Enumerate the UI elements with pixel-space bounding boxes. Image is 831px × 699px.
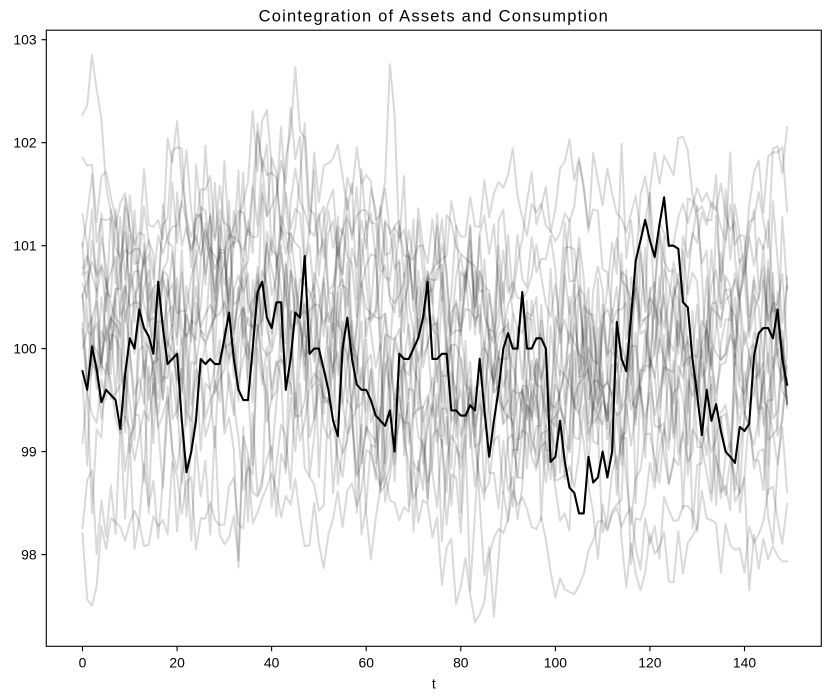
- svg-text:Cointegration of Assets and Co: Cointegration of Assets and Consumption: [259, 7, 609, 25]
- svg-text:100: 100: [13, 341, 36, 357]
- svg-text:40: 40: [264, 655, 280, 671]
- svg-text:101: 101: [13, 238, 36, 254]
- svg-text:100: 100: [544, 655, 567, 671]
- svg-text:60: 60: [358, 655, 374, 671]
- svg-text:20: 20: [169, 655, 185, 671]
- svg-text:0: 0: [79, 655, 87, 671]
- svg-text:99: 99: [21, 444, 37, 460]
- svg-text:t: t: [432, 675, 436, 691]
- svg-text:120: 120: [638, 655, 661, 671]
- svg-text:140: 140: [733, 655, 756, 671]
- svg-text:80: 80: [453, 655, 469, 671]
- svg-text:102: 102: [13, 135, 36, 151]
- svg-text:98: 98: [21, 547, 37, 563]
- svg-text:103: 103: [13, 32, 36, 48]
